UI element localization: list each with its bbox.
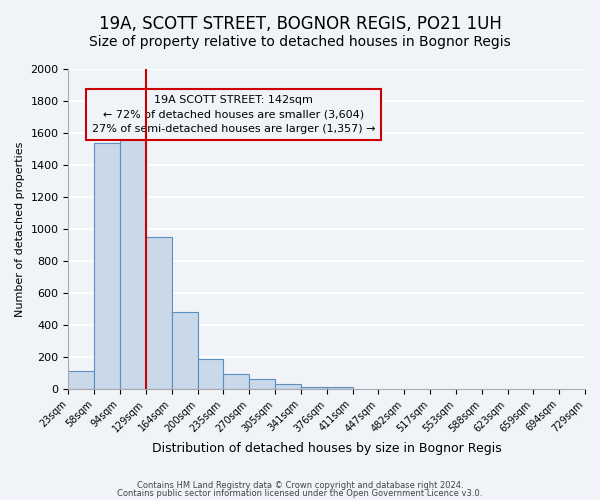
Bar: [146, 237, 172, 389]
Bar: [327, 388, 353, 389]
Text: Contains HM Land Registry data © Crown copyright and database right 2024.: Contains HM Land Registry data © Crown c…: [137, 481, 463, 490]
Bar: [249, 378, 275, 389]
Text: Contains public sector information licensed under the Open Government Licence v3: Contains public sector information licen…: [118, 488, 482, 498]
X-axis label: Distribution of detached houses by size in Bognor Regis: Distribution of detached houses by size …: [152, 442, 502, 455]
Bar: [301, 386, 327, 389]
Text: 19A, SCOTT STREET, BOGNOR REGIS, PO21 1UH: 19A, SCOTT STREET, BOGNOR REGIS, PO21 1U…: [98, 15, 502, 33]
Text: Size of property relative to detached houses in Bognor Regis: Size of property relative to detached ho…: [89, 35, 511, 49]
Text: 19A SCOTT STREET: 142sqm
← 72% of detached houses are smaller (3,604)
27% of sem: 19A SCOTT STREET: 142sqm ← 72% of detach…: [92, 94, 376, 134]
Bar: [68, 372, 94, 389]
Bar: [197, 358, 223, 389]
Bar: [94, 142, 120, 389]
Bar: [275, 384, 301, 389]
Bar: [223, 374, 249, 389]
Bar: [172, 312, 197, 389]
Y-axis label: Number of detached properties: Number of detached properties: [15, 142, 25, 316]
Bar: [120, 138, 146, 389]
